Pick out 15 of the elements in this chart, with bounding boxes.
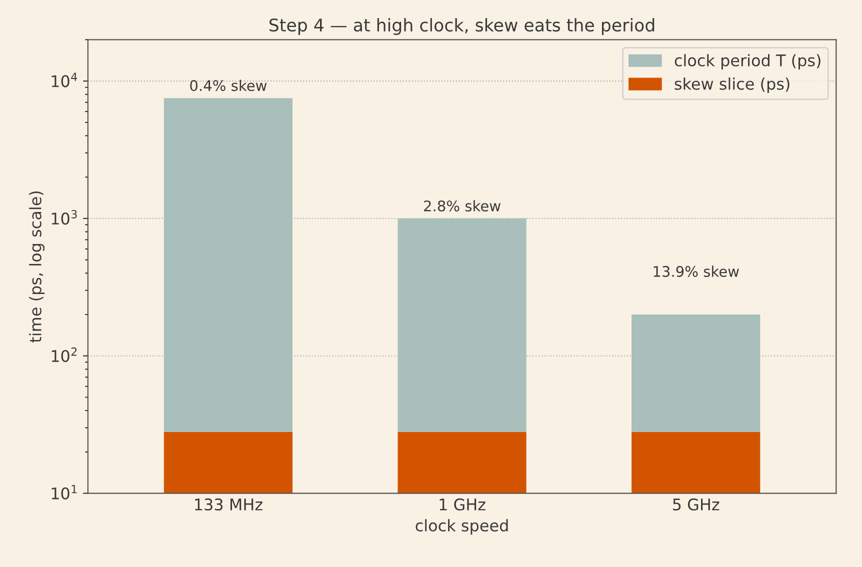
annotation: 0.4% skew — [190, 80, 267, 92]
annotation: 13.9% skew — [654, 266, 739, 277]
y-tick-label: 10$^{2}$ — [52, 347, 77, 362]
x-tick-label: 5 GHz — [673, 498, 720, 511]
y-axis-title: time (ps, log scale) — [29, 191, 45, 342]
legend-label: skew slice (ps) — [674, 78, 790, 93]
x-tick-label: 133 MHz — [195, 498, 262, 511]
y-tick-label: 10$^{3}$ — [52, 210, 77, 225]
legend-label: clock period T (ps) — [674, 54, 820, 70]
x-axis-title: clock speed — [416, 519, 508, 535]
y-tick-label: 10$^{1}$ — [52, 484, 77, 500]
y-tick-label: 10$^{4}$ — [52, 72, 78, 88]
chart-title: Step 4 — at high clock, skew eats the period — [270, 18, 654, 35]
x-tick-label: 1 GHz — [440, 498, 486, 511]
annotation: 2.8% skew — [424, 200, 500, 212]
